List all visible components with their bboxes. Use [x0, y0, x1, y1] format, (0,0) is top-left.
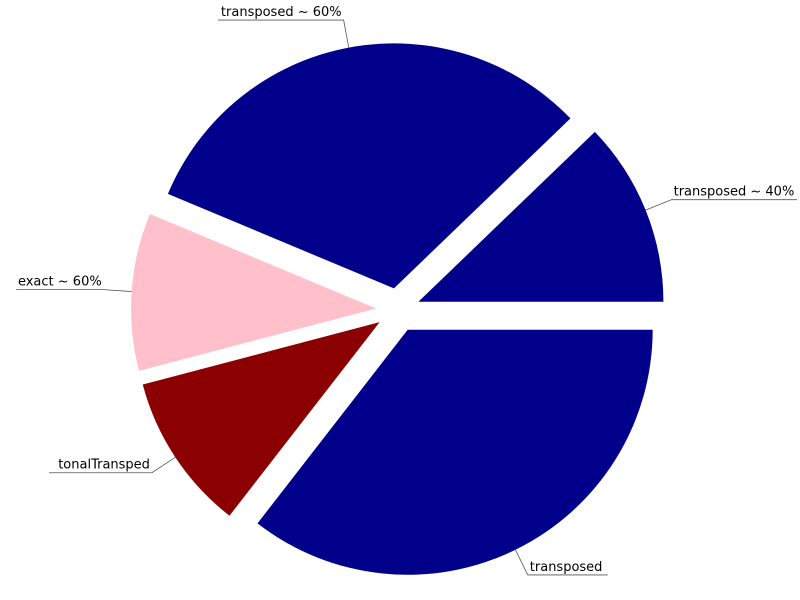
slice-label-transposed-60: transposed ~ 60% — [221, 5, 342, 20]
leader-line-exact-60 — [16, 289, 132, 292]
leader-line-transposed — [515, 549, 608, 576]
slice-tonaltransped — [142, 322, 380, 516]
slice-transposed — [257, 329, 653, 575]
slice-exact-60 — [131, 214, 377, 371]
leader-line-tonaltransped — [49, 456, 176, 474]
slice-label-tonaltransped: tonalTransped — [58, 458, 150, 473]
slice-labels: transposed tonalTransped exact ~ 60% transp… — [18, 5, 794, 575]
slice-label-exact-60: exact ~ 60% — [18, 275, 102, 290]
leader-line-transposed-60 — [218, 19, 350, 48]
slice-transposed-60 — [167, 43, 571, 289]
pie-slices — [131, 43, 664, 575]
slice-label-transposed-40: transposed ~ 40% — [674, 185, 795, 200]
slice-transposed-40 — [418, 131, 664, 302]
slice-label-transposed: transposed — [530, 560, 603, 575]
leader-line-transposed-40 — [645, 199, 798, 211]
leader-lines — [16, 19, 798, 576]
